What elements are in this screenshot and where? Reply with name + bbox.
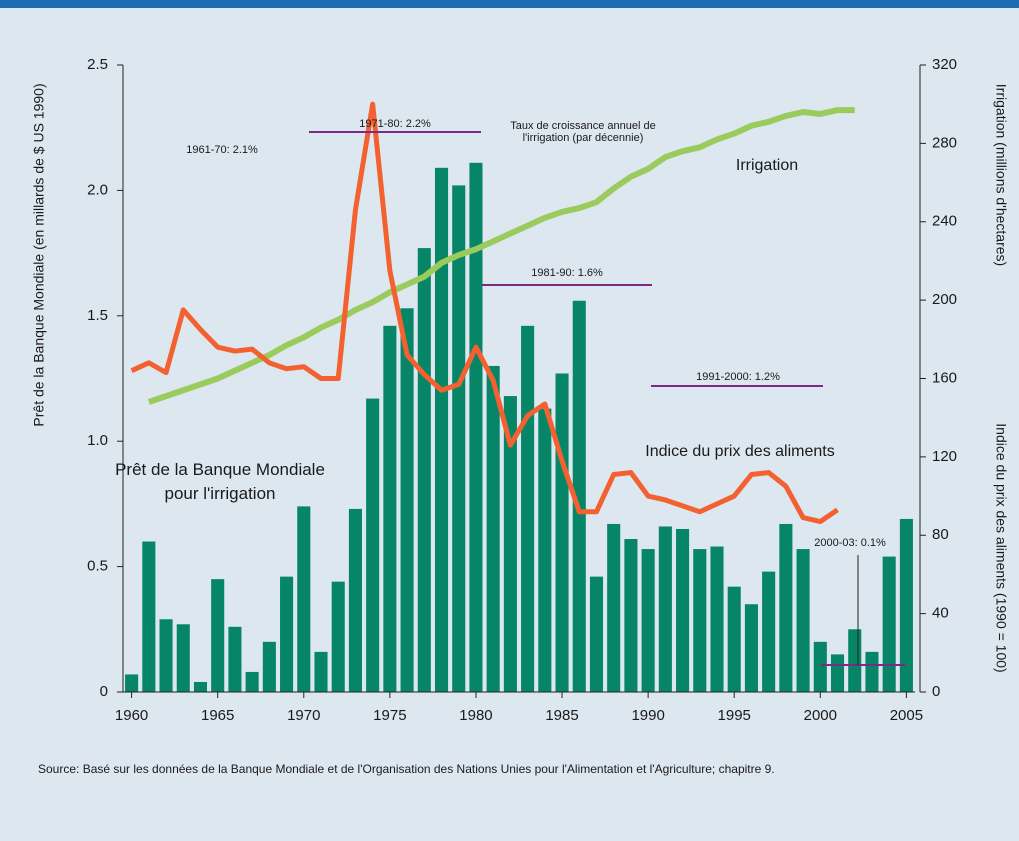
y2-axis-title: Indice du prix des aliments (1990 = 100) xyxy=(993,423,1009,672)
x-tick-label: 1985 xyxy=(545,707,578,724)
x-tick-label: 1965 xyxy=(201,707,234,724)
annotation: 1961-70: 2.1% xyxy=(186,144,258,156)
bar xyxy=(521,325,535,692)
annotation: 1991-2000: 1.2% xyxy=(696,371,780,383)
bar xyxy=(641,549,655,692)
bar xyxy=(176,624,190,692)
y-tick-label: 2.5 xyxy=(87,56,108,73)
bar xyxy=(125,674,139,692)
bar xyxy=(314,651,328,692)
bar xyxy=(417,248,431,693)
y2-tick-label: 0 xyxy=(932,683,940,700)
x-tick-label: 1980 xyxy=(459,707,492,724)
y2-tick-label: 40 xyxy=(932,605,949,622)
bar xyxy=(503,396,517,692)
bar xyxy=(762,571,776,692)
y-axis-title: Prêt de la Banque Mondiale (en millards … xyxy=(31,83,47,426)
x-tick-label: 2000 xyxy=(804,707,837,724)
bar xyxy=(400,308,414,692)
x-tick-label: 1990 xyxy=(631,707,664,724)
bar xyxy=(245,671,259,692)
y-tick-label: 1.0 xyxy=(87,432,108,449)
top-band xyxy=(0,0,1019,8)
bar xyxy=(228,626,242,692)
bar xyxy=(727,586,741,692)
y-tick-label: 0 xyxy=(100,683,108,700)
bar xyxy=(589,576,604,692)
bar xyxy=(469,162,483,692)
note: Taux de croissance annuel de l'irrigatio… xyxy=(510,120,656,144)
bar xyxy=(607,523,621,692)
bar xyxy=(538,408,552,692)
bar xyxy=(830,654,845,692)
x-tick-label: 2005 xyxy=(890,707,923,724)
bar xyxy=(865,651,879,692)
bar xyxy=(899,518,913,692)
annotation: 2000-03: 0.1% xyxy=(814,537,886,549)
bar xyxy=(848,629,862,692)
y2-tick-label: 240 xyxy=(932,213,957,230)
y2-tick-label: 200 xyxy=(932,291,957,308)
y2-tick-label: 160 xyxy=(932,369,957,386)
bar xyxy=(779,523,793,692)
bar xyxy=(486,365,500,692)
bar xyxy=(452,185,466,692)
y-tick-label: 2.0 xyxy=(87,181,108,198)
bar xyxy=(280,576,294,692)
annotation: 1971-80: 2.2% xyxy=(359,118,431,130)
bar xyxy=(572,300,586,692)
bar xyxy=(348,508,362,692)
food-price-line xyxy=(130,101,839,525)
bar xyxy=(658,526,672,692)
bar xyxy=(262,641,276,692)
bar xyxy=(366,398,380,692)
y-tick-label: 0.5 xyxy=(87,558,108,575)
bar xyxy=(211,579,225,692)
y2-tick-label: 280 xyxy=(932,134,957,151)
source: Source: Basé sur les données de la Banqu… xyxy=(38,762,775,776)
bar xyxy=(193,681,208,692)
y2-tick-label: 320 xyxy=(932,56,957,73)
bar xyxy=(813,641,827,692)
bar xyxy=(710,546,724,692)
bar xyxy=(796,549,810,692)
y2-tick-label: 80 xyxy=(932,526,949,543)
x-tick-label: 1970 xyxy=(287,707,320,724)
y2-axis-title: Irrigation (millions d'hectares) xyxy=(993,84,1009,266)
bar xyxy=(142,541,156,692)
bar xyxy=(693,549,707,692)
series-label: Irrigation xyxy=(736,157,798,174)
bar xyxy=(624,539,638,692)
series-label: Indice du prix des aliments xyxy=(645,443,834,460)
irrigation-line xyxy=(147,107,855,405)
bar xyxy=(676,528,690,692)
annotation: 1981-90: 1.6% xyxy=(531,267,603,279)
bar xyxy=(555,373,569,692)
bar xyxy=(882,556,896,692)
y-tick-label: 1.5 xyxy=(87,307,108,324)
x-tick-label: 1975 xyxy=(373,707,406,724)
bar xyxy=(159,619,173,692)
x-tick-label: 1960 xyxy=(115,707,148,724)
bar xyxy=(331,581,345,692)
bar xyxy=(297,506,311,692)
series-label: Prêt de la Banque Mondiale pour l'irriga… xyxy=(115,460,325,503)
x-tick-label: 1995 xyxy=(718,707,751,724)
bar xyxy=(434,167,449,692)
bar xyxy=(383,325,397,692)
y2-tick-label: 120 xyxy=(932,448,957,465)
bar xyxy=(744,604,758,692)
